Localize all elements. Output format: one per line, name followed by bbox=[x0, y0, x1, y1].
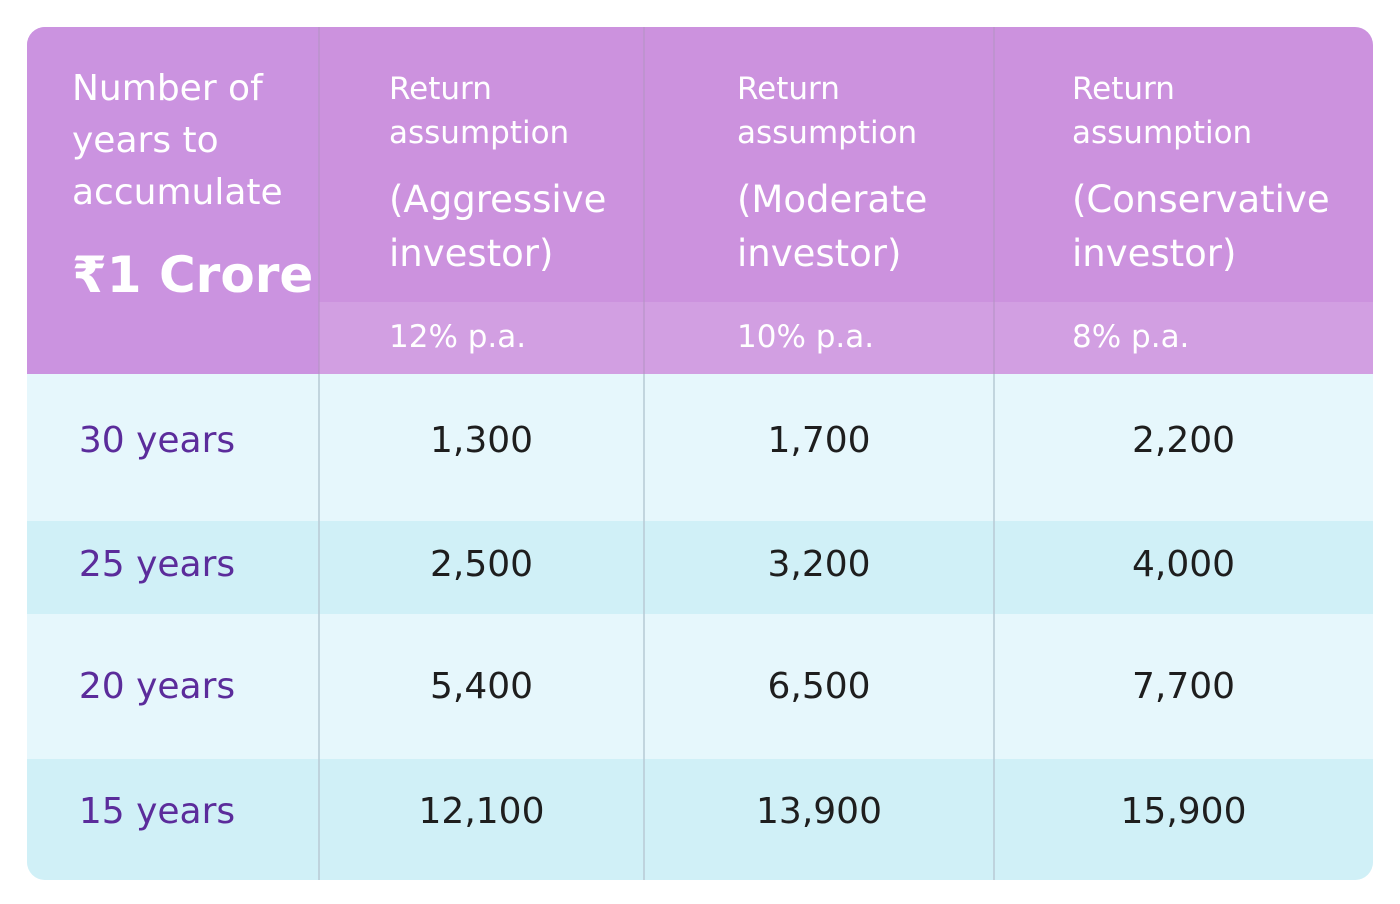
value-conservative: 7,700 bbox=[1131, 666, 1236, 707]
column-divider bbox=[993, 27, 995, 374]
return-label-line1: Return bbox=[737, 71, 840, 107]
value-moderate: 1,700 bbox=[767, 420, 871, 461]
value-aggressive: 5,400 bbox=[429, 666, 534, 707]
return-assumption-label: Return assumption bbox=[1072, 67, 1372, 155]
table-row: 20 years 5,400 6,500 7,700 bbox=[27, 614, 1373, 759]
return-label-line2: assumption bbox=[1072, 115, 1253, 151]
investor-label-line2: investor) bbox=[1072, 232, 1237, 275]
row-label: 20 years bbox=[78, 666, 236, 707]
header-line-2: years to bbox=[72, 120, 219, 161]
column-divider bbox=[318, 27, 320, 374]
investor-label-line2: investor) bbox=[737, 232, 902, 275]
value-conservative: 4,000 bbox=[1131, 544, 1236, 585]
return-label-line2: assumption bbox=[389, 115, 570, 151]
value-aggressive: 1,300 bbox=[429, 420, 534, 461]
header-column-moderate: Return assumption (Moderate investor) bbox=[644, 27, 994, 302]
sip-table: Number of years to accumulate ₹1 Crore R… bbox=[27, 27, 1373, 880]
header-column-conservative: Return assumption (Conservative investor… bbox=[994, 27, 1373, 302]
return-label-line1: Return bbox=[389, 71, 492, 107]
value-conservative: 2,200 bbox=[1131, 420, 1236, 461]
row-label: 30 years bbox=[78, 420, 236, 461]
value-aggressive: 2,500 bbox=[429, 544, 534, 585]
investor-type-label: (Moderate investor) bbox=[737, 173, 1037, 281]
investor-label-line1: (Moderate bbox=[737, 178, 928, 221]
return-label-line2: assumption bbox=[737, 115, 918, 151]
table-header: Number of years to accumulate ₹1 Crore R… bbox=[27, 27, 1373, 374]
header-line-1: Number of bbox=[72, 68, 263, 109]
header-first-column-text: Number of years to accumulate bbox=[72, 63, 312, 219]
investor-type-label: (Aggressive investor) bbox=[389, 173, 689, 281]
column-divider bbox=[318, 374, 320, 880]
rate-moderate: 10% p.a. bbox=[737, 319, 875, 355]
return-assumption-label: Return assumption bbox=[737, 67, 1037, 155]
table-row: 15 years 12,100 13,900 15,900 bbox=[27, 759, 1373, 880]
header-line-3: accumulate bbox=[72, 172, 283, 213]
value-moderate: 13,900 bbox=[756, 791, 882, 832]
value-moderate: 6,500 bbox=[767, 666, 871, 707]
table-row: 30 years 1,300 1,700 2,200 bbox=[27, 374, 1373, 521]
investor-type-label: (Conservative investor) bbox=[1072, 173, 1372, 281]
row-label: 25 years bbox=[78, 544, 236, 585]
investor-label-line1: (Conservative bbox=[1072, 178, 1330, 221]
column-divider bbox=[643, 374, 645, 880]
header-column-aggressive: Return assumption (Aggressive investor) bbox=[319, 27, 644, 302]
rate-conservative: 8% p.a. bbox=[1072, 319, 1190, 355]
value-moderate: 3,200 bbox=[767, 544, 871, 585]
investor-label-line2: investor) bbox=[389, 232, 554, 275]
investor-label-line1: (Aggressive bbox=[389, 178, 607, 221]
column-divider bbox=[643, 27, 645, 374]
return-label-line1: Return bbox=[1072, 71, 1175, 107]
return-assumption-label: Return assumption bbox=[389, 67, 689, 155]
rate-aggressive: 12% p.a. bbox=[389, 319, 527, 355]
row-label: 15 years bbox=[78, 791, 236, 832]
header-first-column: Number of years to accumulate ₹1 Crore bbox=[27, 27, 319, 374]
value-conservative: 15,900 bbox=[1120, 791, 1247, 832]
table-row: 25 years 2,500 3,200 4,000 bbox=[27, 521, 1373, 614]
header-amount: ₹1 Crore bbox=[72, 246, 314, 304]
column-divider bbox=[993, 374, 995, 880]
rate-band bbox=[319, 302, 1373, 374]
value-aggressive: 12,100 bbox=[418, 791, 545, 832]
